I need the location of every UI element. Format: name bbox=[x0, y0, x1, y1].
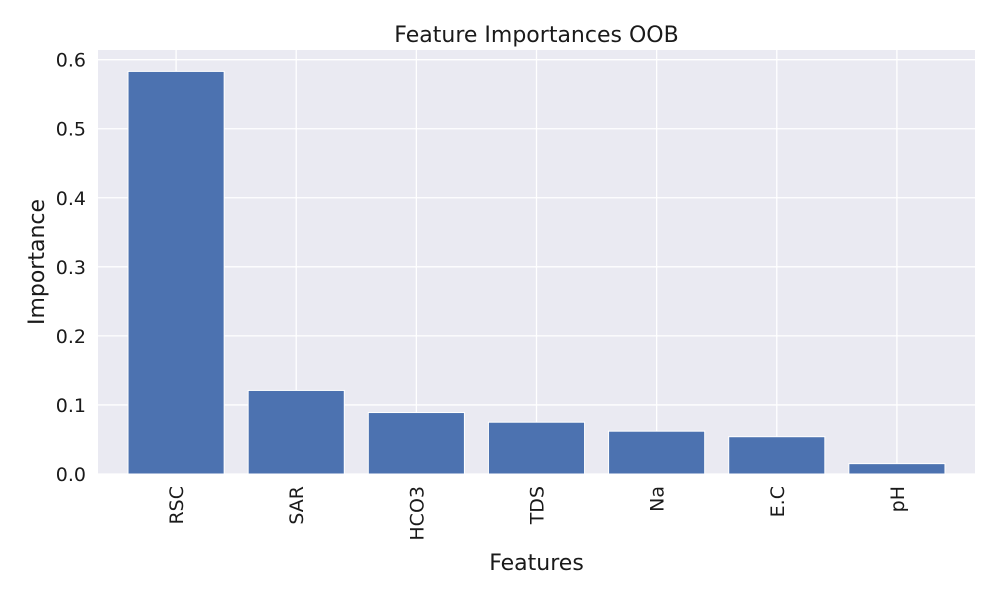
y-tick-label: 0.3 bbox=[56, 257, 86, 279]
bar-hco3 bbox=[367, 412, 465, 475]
bar-ph bbox=[848, 463, 946, 475]
x-tick-label: SAR bbox=[286, 486, 308, 525]
bar-sar bbox=[247, 389, 345, 475]
x-tick-label: pH bbox=[887, 486, 909, 512]
bar-e-c bbox=[728, 436, 826, 475]
y-tick-label: 0.4 bbox=[56, 188, 86, 210]
bar-na bbox=[608, 430, 706, 475]
y-tick-label: 0.2 bbox=[56, 326, 86, 348]
x-axis-label: Features bbox=[489, 551, 584, 576]
y-tick-label: 0.1 bbox=[56, 395, 86, 417]
y-tick-label: 0.5 bbox=[56, 119, 86, 141]
x-tick-label: RSC bbox=[166, 486, 188, 525]
x-tick-label: Na bbox=[647, 486, 669, 512]
bar-rsc bbox=[127, 70, 225, 475]
x-tick-label: E.C bbox=[767, 486, 789, 517]
bar-tds bbox=[487, 421, 586, 475]
x-tick-label: HCO3 bbox=[406, 486, 428, 541]
y-axis-label: Importance bbox=[25, 199, 50, 325]
y-tick-label: 0.6 bbox=[56, 50, 86, 72]
y-tick-label: 0.0 bbox=[56, 464, 86, 486]
x-tick-label: TDS bbox=[527, 486, 549, 525]
chart-title: Feature Importances OOB bbox=[394, 23, 678, 48]
tick-labels: 0.0 0.1 0.2 0.3 0.4 0.5 0.6 RSC SAR HCO3 TDS Na E.C p… bbox=[56, 50, 909, 541]
bars bbox=[127, 70, 946, 475]
